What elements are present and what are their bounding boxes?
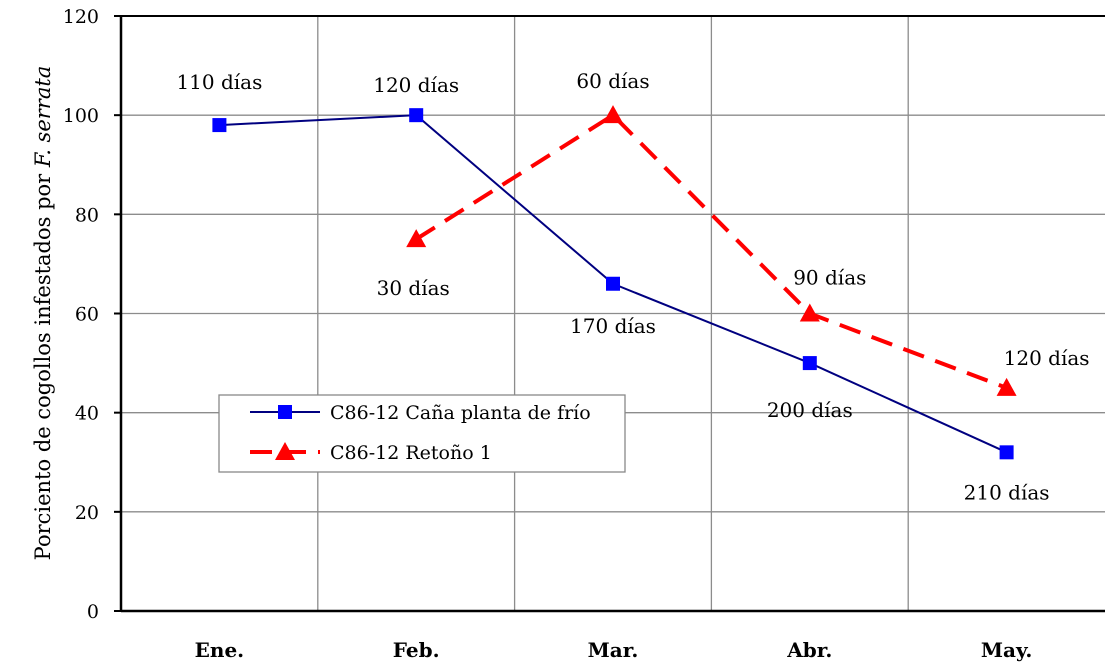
x-category-label: Feb.: [393, 638, 440, 662]
x-category-label: May.: [981, 638, 1032, 662]
y-tick-label: 100: [63, 105, 99, 127]
square-marker: [409, 108, 424, 123]
y-axis-title-text: Porciento de cogollos infestados por: [31, 167, 55, 560]
x-category-label: Mar.: [588, 638, 639, 662]
data-label: 120 días: [373, 73, 459, 97]
square-marker: [999, 445, 1014, 460]
data-label: 90 días: [793, 266, 866, 290]
y-axis-title: Porciento de cogollos infestados por F. …: [31, 66, 55, 561]
data-label: 170 días: [570, 314, 656, 338]
x-category-label: Ene.: [195, 638, 244, 662]
triangle-marker: [603, 105, 623, 124]
series-layer: [212, 105, 1017, 460]
data-label: 200 días: [767, 398, 853, 422]
y-tick-label: 120: [63, 6, 99, 28]
triangle-marker: [799, 303, 820, 322]
data-label: 210 días: [964, 480, 1050, 504]
square-marker: [212, 118, 227, 133]
legend-label: C86-12 Caña planta de frío: [330, 402, 591, 424]
legend: C86-12 Caña planta de frío C86-12 Retoño …: [218, 394, 626, 473]
data-label: 110 días: [176, 70, 262, 94]
y-tick-label: 20: [75, 502, 99, 524]
legend-label: C86-12 Retoño 1: [330, 442, 492, 464]
triangle-marker: [996, 377, 1017, 396]
x-category-label: Abr.: [786, 638, 832, 662]
y-axis-title-italic: F. serrata: [31, 66, 55, 168]
y-tick-label: 0: [87, 601, 99, 623]
triangle-marker: [275, 442, 295, 460]
square-marker: [606, 276, 620, 291]
data-label: 120 días: [1004, 346, 1090, 370]
y-tick-label: 80: [75, 204, 99, 226]
series-line: [415, 113, 1008, 390]
data-label: 60 días: [576, 69, 649, 93]
y-tick-label: 40: [75, 403, 99, 425]
square-marker: [278, 405, 292, 419]
labels-layer: 0 20 40 60 80 100 120 Ene. Feb. Mar. Abr. May. Porci…: [31, 6, 1090, 662]
series-2: [406, 105, 1017, 396]
data-label: 30 días: [377, 276, 450, 300]
axes: [114, 15, 1105, 613]
triangle-marker: [406, 229, 427, 248]
y-tick-label: 60: [75, 304, 99, 326]
series-1: [212, 108, 1014, 460]
square-marker: [802, 356, 817, 371]
